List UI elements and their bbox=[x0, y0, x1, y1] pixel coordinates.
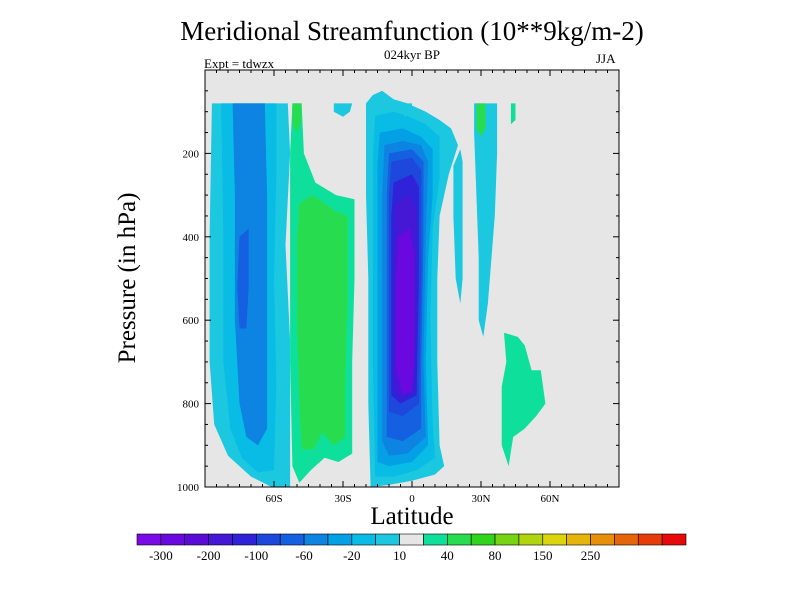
experiment-label: Expt = tdwzx bbox=[204, 56, 275, 71]
nh-upper-positive-region bbox=[476, 103, 486, 137]
colorbar-swatch bbox=[351, 533, 376, 546]
colorbar-label: -20 bbox=[343, 548, 360, 563]
x-tick-label: 0 bbox=[409, 493, 415, 505]
tropic-upper-negative-region bbox=[333, 103, 353, 117]
colorbar-swatch bbox=[136, 533, 162, 546]
colorbar-label: 10 bbox=[393, 548, 406, 563]
colorbar-swatch bbox=[327, 533, 353, 546]
x-tick-label: 30S bbox=[334, 493, 351, 505]
colorbar-label: -60 bbox=[295, 548, 312, 563]
y-tick-label: 800 bbox=[183, 399, 200, 411]
season-label: JJA bbox=[596, 51, 616, 66]
x-tick-label: 30N bbox=[472, 493, 491, 505]
colorbar-swatch bbox=[232, 533, 257, 546]
colorbar-swatch bbox=[566, 533, 591, 546]
y-tick-label: 400 bbox=[183, 232, 200, 244]
colorbar-label: 250 bbox=[581, 548, 601, 563]
colorbar-swatch bbox=[375, 533, 400, 546]
colorbar-swatch bbox=[256, 533, 281, 546]
nh-upper-right-positive-region bbox=[510, 103, 516, 125]
nh-upper-negative-region bbox=[400, 103, 412, 117]
colorbar-label: 80 bbox=[489, 548, 502, 563]
colorbar-swatch bbox=[208, 533, 233, 546]
x-tick-label: 60N bbox=[541, 493, 560, 505]
colorbar-swatch bbox=[470, 533, 496, 546]
contour-regions bbox=[205, 70, 619, 487]
colorbar-swatch bbox=[614, 533, 639, 546]
colorbar-swatch bbox=[494, 533, 520, 546]
colorbar-swatch bbox=[661, 533, 687, 546]
colorbar-swatch bbox=[518, 533, 544, 546]
y-tick-label: 200 bbox=[183, 148, 200, 160]
colorbar-swatch bbox=[637, 533, 663, 546]
colorbar-swatch bbox=[184, 533, 209, 546]
colorbar-swatch bbox=[279, 533, 305, 546]
chart-title: Meridional Streamfunction (10**9kg/m-2) bbox=[180, 16, 644, 46]
nh-subtropic-negative-region bbox=[453, 149, 463, 304]
colorbar-label: -100 bbox=[244, 548, 268, 563]
colorbar-label: -200 bbox=[197, 548, 221, 563]
sh-positive-inner-region bbox=[297, 195, 348, 450]
colorbar-swatch bbox=[303, 533, 329, 546]
colorbar-label: -300 bbox=[149, 548, 173, 563]
hadley-core-region bbox=[395, 228, 415, 396]
nh-midlat-negative-region bbox=[474, 103, 498, 337]
nh-mid-positive-region bbox=[501, 332, 546, 467]
colorbar-swatch bbox=[590, 533, 615, 546]
colorbar-swatch bbox=[447, 533, 472, 546]
x-axis-label: Latitude bbox=[370, 503, 454, 530]
chart-subtitle: 024kyr BP bbox=[384, 47, 440, 62]
colorbar-swatch bbox=[160, 533, 186, 546]
colorbar-swatch bbox=[423, 533, 448, 546]
sh-upper-positive-region bbox=[292, 103, 302, 133]
y-tick-label: 600 bbox=[183, 315, 200, 327]
colorbar-label: 40 bbox=[441, 548, 454, 563]
sh-negative-inner-region bbox=[232, 103, 268, 446]
x-tick-label: 60S bbox=[265, 493, 282, 505]
colorbar-swatch bbox=[399, 533, 424, 546]
colorbar-swatch bbox=[542, 533, 567, 546]
colorbar-label: 150 bbox=[533, 548, 553, 563]
sh-negative-core-region bbox=[237, 228, 249, 329]
y-tick-label: 1000 bbox=[177, 482, 200, 494]
